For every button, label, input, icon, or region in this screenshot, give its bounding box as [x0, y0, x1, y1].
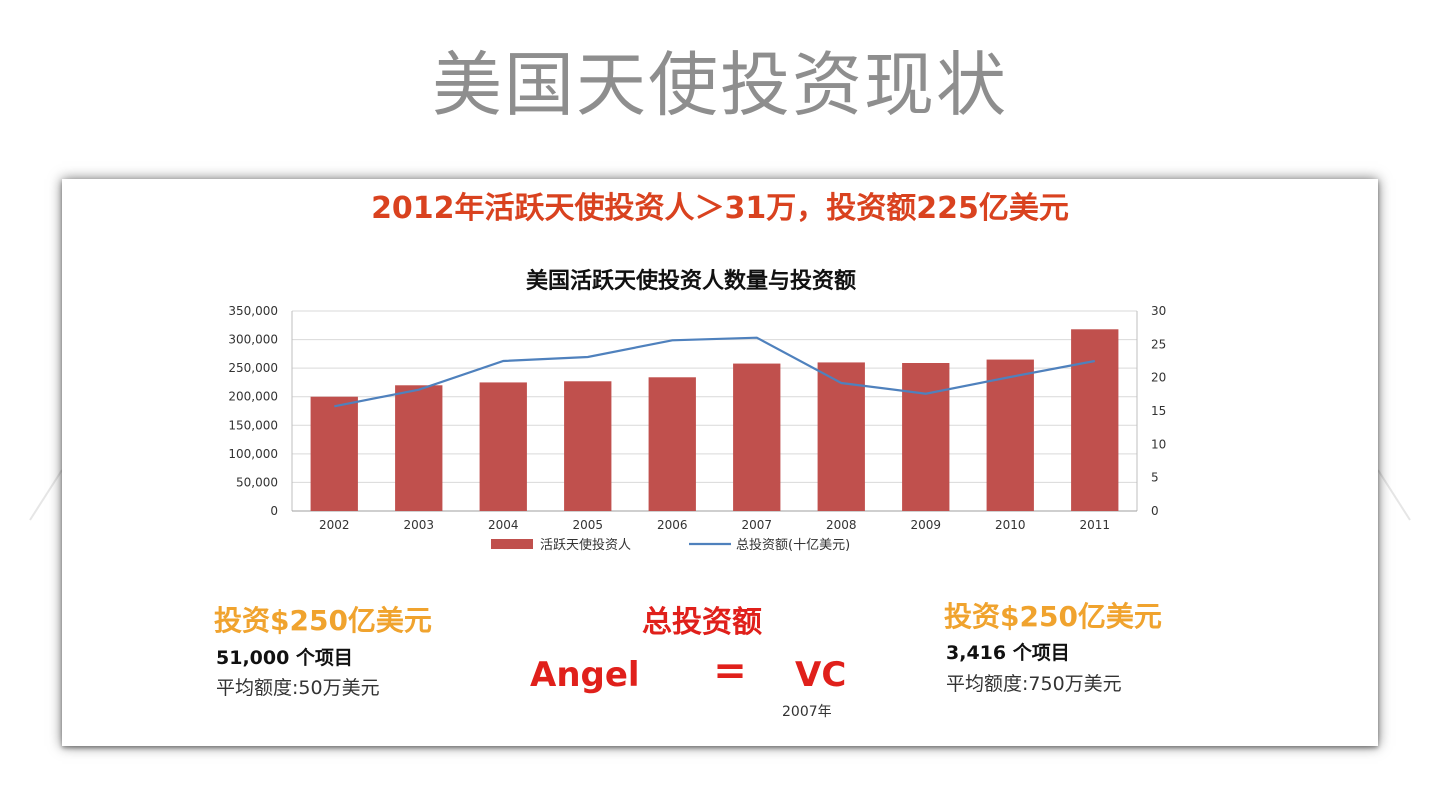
right-stat-title: 投资$250亿美元 — [944, 600, 1162, 633]
left-stat-average: 平均额度:50万美元 — [216, 677, 380, 699]
chart-title: 美国活跃天使投资人数量与投资额 — [526, 268, 856, 294]
x-tick-label: 2002 — [319, 518, 350, 532]
legend-line-label: 总投资额(十亿美元) — [736, 537, 850, 553]
slide-title: 美国天使投资现状 — [432, 44, 1008, 126]
x-tick-label: 2011 — [1079, 518, 1110, 532]
left-stat-count: 51,000 个项目 — [216, 647, 353, 669]
legend-bar-label: 活跃天使投资人 — [540, 537, 631, 553]
x-tick-label: 2009 — [910, 518, 941, 532]
y2-tick-label: 5 — [1151, 471, 1159, 485]
headline: 2012年活跃天使投资人＞31万，投资额225亿美元 — [371, 191, 1069, 226]
y2-tick-label: 20 — [1151, 371, 1166, 385]
x-tick-label: 2008 — [826, 518, 857, 532]
bar — [310, 396, 358, 511]
x-tick-label: 2005 — [572, 518, 603, 532]
bar — [479, 382, 527, 511]
chart: 美国活跃天使投资人数量与投资额 350,000300,000250,000200… — [228, 268, 1166, 553]
y-axis-ticks: 350,000 300,000 250,000 200,000 150,000 100,0… — [228, 304, 278, 518]
y2-tick-label: 10 — [1151, 437, 1166, 451]
y-tick-label: 50,000 — [236, 475, 278, 489]
line-series-path — [334, 336, 1096, 408]
bar — [902, 363, 950, 511]
bar — [395, 385, 443, 511]
y-tick-label: 300,000 — [228, 333, 278, 347]
right-stat-average: 平均额度:750万美元 — [946, 673, 1122, 695]
legend-bar-swatch — [491, 539, 533, 549]
center-stat-title: 总投资额 — [642, 605, 762, 640]
x-tick-label: 2010 — [995, 518, 1026, 532]
x-tick-label: 2004 — [488, 518, 519, 532]
right-stat-count: 3,416 个项目 — [946, 642, 1070, 664]
bar — [1071, 329, 1119, 511]
x-tick-label: 2003 — [403, 518, 434, 532]
y-tick-label: 250,000 — [228, 361, 278, 375]
y2-tick-label: 30 — [1151, 304, 1166, 318]
year-note: 2007年 — [782, 704, 832, 720]
bar — [986, 359, 1034, 511]
line-series — [334, 336, 1096, 408]
bar-series — [310, 329, 1119, 511]
y-tick-label: 350,000 — [228, 304, 278, 318]
y-tick-label: 100,000 — [228, 447, 278, 461]
vc-label: VC — [795, 655, 847, 695]
y2-tick-label: 0 — [1151, 504, 1159, 518]
x-tick-label: 2007 — [741, 518, 772, 532]
bar — [733, 363, 781, 511]
angel-label: Angel — [530, 655, 640, 695]
left-stat-title: 投资$250亿美元 — [214, 604, 432, 637]
content-panel: 2012年活跃天使投资人＞31万，投资额225亿美元 美国活跃天使投资人数量与投… — [62, 179, 1378, 746]
x-axis-ticks: 2002 2003 2004 2005 2006 2007 2008 2009 2010 2011 — [319, 518, 1110, 532]
equals-sign: = — [713, 648, 747, 694]
y2-tick-label: 25 — [1151, 337, 1166, 351]
y2-axis-ticks: 30 25 20 15 10 5 0 — [1151, 304, 1166, 518]
y-tick-label: 150,000 — [228, 418, 278, 432]
legend: 活跃天使投资人 总投资额(十亿美元) — [491, 537, 850, 553]
y-tick-label: 0 — [270, 504, 278, 518]
x-tick-label: 2006 — [657, 518, 688, 532]
bar — [648, 377, 696, 511]
bar — [564, 381, 612, 511]
y-tick-label: 200,000 — [228, 390, 278, 404]
bar — [817, 362, 865, 511]
y2-tick-label: 15 — [1151, 404, 1166, 418]
